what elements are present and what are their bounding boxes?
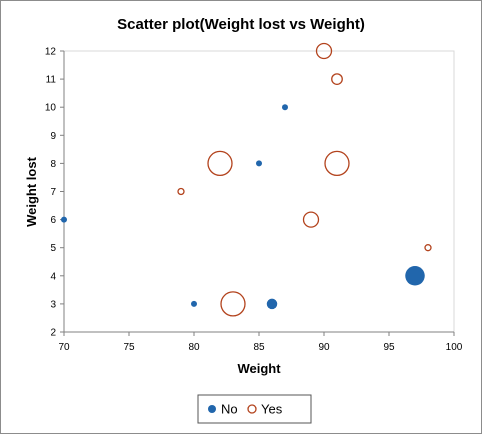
- y-tick-label: 2: [50, 328, 56, 339]
- x-tick-label: 90: [318, 342, 330, 353]
- y-tick-label: 9: [50, 131, 56, 142]
- axes: 2 3 4 5 6 7 8 9 10 11 12 70 75 80 85 90 95 100: [45, 47, 463, 354]
- y-tick-label: 10: [45, 103, 57, 114]
- y-tick-label: 7: [50, 187, 56, 198]
- y-tick-label: 6: [50, 215, 56, 226]
- legend-marker-yes: [247, 404, 257, 414]
- x-tick-label: 95: [383, 342, 395, 353]
- x-tick-label: 70: [58, 342, 70, 353]
- x-tick-label: 100: [446, 342, 463, 353]
- y-tick-label: 4: [50, 271, 56, 282]
- data-point: [61, 216, 67, 223]
- legend-marker-no: [208, 405, 216, 413]
- x-tick-label: 75: [123, 342, 135, 353]
- y-axis-title: Weight lost: [24, 156, 39, 226]
- y-tick-label: 11: [46, 75, 57, 86]
- chart-title: Scatter plot(Weight lost vs Weight): [117, 16, 365, 33]
- data-point: [177, 187, 185, 196]
- data-points: [61, 42, 432, 317]
- data-point: [424, 244, 432, 252]
- data-point: [220, 291, 246, 317]
- x-tick-label: 80: [188, 342, 200, 353]
- y-tick-label: 12: [45, 47, 57, 58]
- plot-area-frame: [63, 50, 455, 333]
- legend: No Yes: [197, 394, 312, 424]
- data-point: [302, 211, 320, 228]
- legend-label-yes: Yes: [261, 402, 283, 417]
- y-tick-label: 5: [50, 243, 56, 254]
- data-point: [266, 298, 278, 310]
- y-tick-label: 8: [50, 159, 56, 170]
- series-no: [61, 104, 425, 310]
- x-tick-label: 85: [253, 342, 265, 353]
- series-yes: [177, 42, 432, 317]
- data-point: [315, 42, 333, 60]
- data-point: [324, 150, 350, 177]
- data-point: [207, 150, 233, 177]
- data-point: [256, 160, 262, 167]
- data-point: [191, 300, 197, 307]
- data-point: [331, 73, 343, 85]
- data-point: [405, 266, 425, 286]
- y-tick-label: 3: [50, 299, 56, 310]
- data-point: [282, 104, 288, 111]
- x-axis-title: Weight: [237, 361, 281, 376]
- legend-label-no: No: [221, 402, 238, 417]
